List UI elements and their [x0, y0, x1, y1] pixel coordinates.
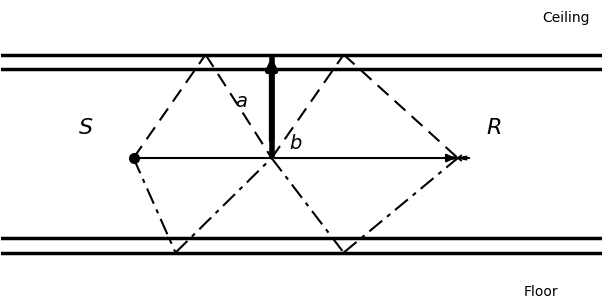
- Text: $b$: $b$: [289, 134, 303, 153]
- Text: $R$: $R$: [486, 118, 501, 139]
- Text: Ceiling: Ceiling: [542, 11, 590, 25]
- Text: $S$: $S$: [78, 118, 93, 139]
- Text: Floor: Floor: [524, 285, 559, 299]
- Text: $a$: $a$: [236, 93, 248, 111]
